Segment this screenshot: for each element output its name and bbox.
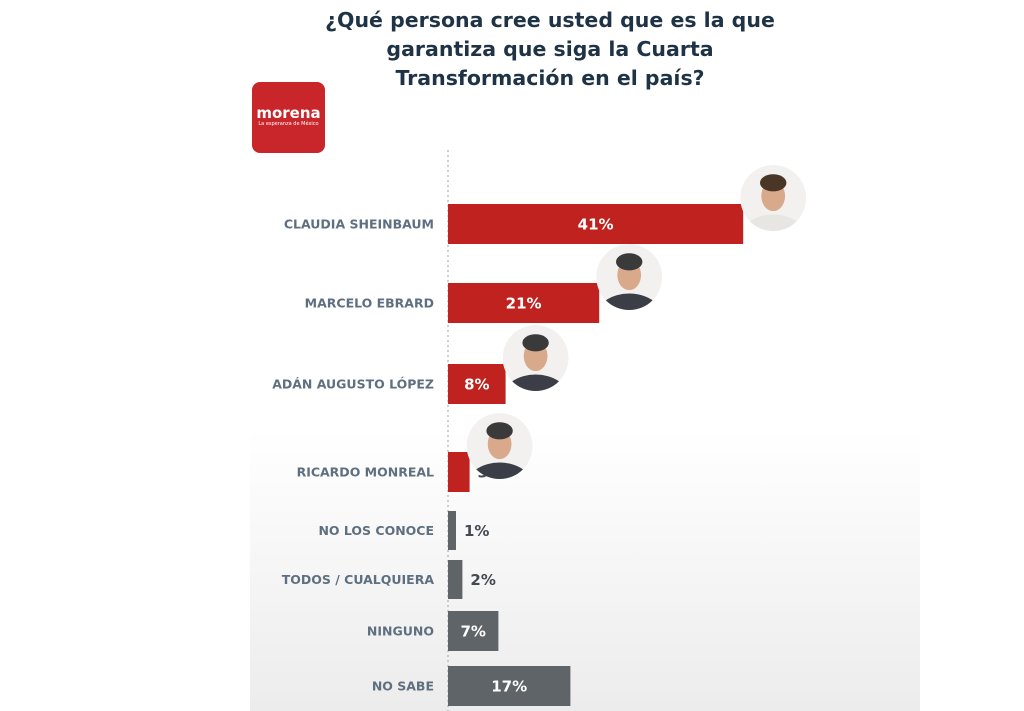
bar-no-sabe bbox=[448, 666, 571, 706]
logo-tagline: La esperanza de México bbox=[258, 121, 319, 127]
background-fade bbox=[250, 430, 920, 711]
bar-adan-augusto-lopez bbox=[448, 364, 506, 404]
title-line-1: ¿Qué persona cree usted que es la que bbox=[325, 8, 775, 32]
chart-title: ¿Qué persona cree usted que es la que ga… bbox=[300, 6, 800, 93]
morena-logo: morena La esperanza de México bbox=[252, 82, 325, 153]
bar-group: CLAUDIA SHEINBAUM 41% MARCELO EBRARD 21% ADÁ… bbox=[272, 165, 807, 706]
photo-marcelo-ebrard bbox=[596, 244, 663, 310]
value-label-todos-cualquiera: 2% bbox=[470, 571, 495, 589]
photo-ricardo-monreal bbox=[466, 413, 533, 479]
category-label-ninguno: NINGUNO bbox=[367, 624, 434, 639]
value-label-marcelo-ebrard: 21% bbox=[506, 295, 542, 313]
value-label-claudia-sheinbaum: 41% bbox=[578, 216, 614, 234]
category-label-ricardo-monreal: RICARDO MONREAL bbox=[297, 465, 434, 480]
bar-marcelo-ebrard bbox=[448, 283, 600, 323]
bar-claudia-sheinbaum bbox=[448, 204, 744, 244]
category-label-todos-cualquiera: TODOS / CUALQUIERA bbox=[282, 572, 435, 587]
bar-no-los-conoce bbox=[448, 511, 456, 550]
category-label-no-sabe: NO SABE bbox=[372, 679, 434, 694]
category-label-no-los-conoce: NO LOS CONOCE bbox=[318, 523, 434, 538]
logo-wordmark: morena bbox=[256, 104, 321, 122]
category-label-adan-augusto-lopez: ADÁN AUGUSTO LÓPEZ bbox=[272, 377, 434, 392]
value-label-no-los-conoce: 1% bbox=[464, 522, 489, 540]
bar-ninguno bbox=[448, 611, 499, 651]
photo-claudia-sheinbaum bbox=[740, 165, 807, 231]
value-label-ninguno: 7% bbox=[460, 623, 485, 641]
value-label-no-sabe: 17% bbox=[491, 678, 527, 696]
title-line-3: Transformación en el país? bbox=[395, 66, 705, 90]
bar-todos-cualquiera bbox=[448, 560, 463, 599]
category-label-claudia-sheinbaum: CLAUDIA SHEINBAUM bbox=[284, 217, 434, 232]
category-label-marcelo-ebrard: MARCELO EBRARD bbox=[305, 296, 434, 311]
photo-adan-augusto-lopez bbox=[502, 325, 569, 391]
value-label-adan-augusto-lopez: 8% bbox=[464, 376, 489, 394]
title-line-2: garantiza que siga la Cuarta bbox=[386, 37, 714, 61]
bar-ricardo-monreal bbox=[448, 452, 470, 492]
